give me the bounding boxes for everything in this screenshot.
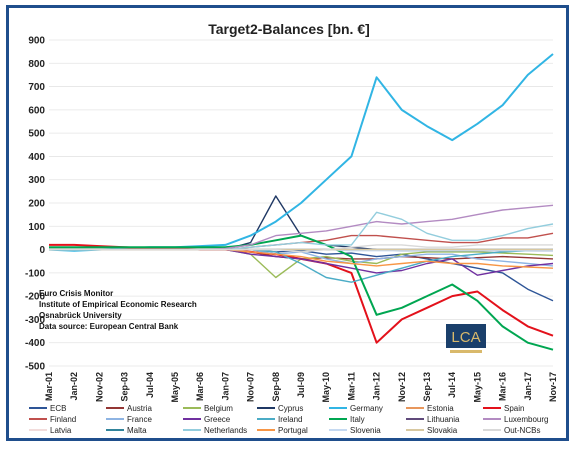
series-line-netherlands bbox=[49, 211, 554, 251]
x-tick-label: Jul-14 bbox=[447, 372, 457, 398]
chart-svg: Target2-Balances [bn. €] 900 800 700 600 500… bbox=[25, 21, 558, 435]
x-tick-label: Mar-06 bbox=[195, 372, 205, 401]
x-tick-label: Jan-17 bbox=[523, 372, 533, 401]
x-tick-label: Jan-02 bbox=[69, 372, 79, 401]
y-tick-label: -200 bbox=[25, 292, 45, 303]
legend-label: ECB bbox=[50, 404, 66, 413]
x-tick-labels: Mar-01 Jan-02 Nov-02 Sep-03 Jul-04 May-05 Mar-… bbox=[44, 372, 558, 403]
logo-bar bbox=[450, 350, 482, 353]
annotation-line: Institute of Empirical Economic Research bbox=[39, 300, 197, 309]
x-tick-label: Mar-16 bbox=[498, 372, 508, 401]
series-line-greece bbox=[49, 248, 554, 276]
source-annotation: Euro Crisis Monitor Institute of Empiric… bbox=[39, 289, 197, 331]
x-tick-label: Sep-08 bbox=[271, 372, 281, 402]
legend-label: Belgium bbox=[204, 404, 233, 413]
legend-label: Cyprus bbox=[278, 404, 303, 413]
legend-label: Malta bbox=[127, 426, 147, 435]
x-tick-label: Nov-17 bbox=[548, 372, 558, 402]
annotation-line: Euro Crisis Monitor bbox=[39, 289, 113, 298]
legend-label: Austria bbox=[127, 404, 152, 413]
series-line-out-ncbs bbox=[49, 244, 553, 253]
y-tick-label: -100 bbox=[25, 268, 45, 279]
x-tick-label: May-10 bbox=[321, 372, 331, 403]
y-tick-label: 700 bbox=[28, 82, 45, 93]
legend-label: Estonia bbox=[427, 404, 454, 413]
x-tick-label: Jan-12 bbox=[372, 372, 382, 401]
series-line-italy bbox=[49, 234, 554, 351]
x-tick-label: May-15 bbox=[472, 372, 482, 403]
legend-label: Italy bbox=[350, 415, 365, 424]
series-lines bbox=[48, 53, 554, 351]
logo-text: LCA bbox=[451, 329, 480, 346]
y-tick-label: 600 bbox=[28, 105, 45, 116]
y-tick-label: -400 bbox=[25, 338, 45, 349]
annotation-line: Data source: European Central Bank bbox=[39, 322, 179, 331]
x-tick-label: Nov-02 bbox=[94, 372, 104, 402]
series-line-germany bbox=[48, 53, 554, 252]
legend-label: Out-NCBs bbox=[504, 426, 540, 435]
y-tick-label: 100 bbox=[28, 222, 45, 233]
legend-label: Lithuania bbox=[427, 415, 460, 424]
logo-box bbox=[446, 324, 486, 348]
y-tick-label: 400 bbox=[28, 152, 45, 163]
x-tick-label: Jan-07 bbox=[220, 372, 230, 401]
x-tick-label: Sep-13 bbox=[422, 372, 432, 402]
legend-label: Spain bbox=[504, 404, 524, 413]
y-tick-label: 800 bbox=[28, 59, 45, 70]
legend-label: Greece bbox=[204, 415, 231, 424]
y-tick-labels: 900 800 700 600 500 400 300 200 100 0 -100 -200 -300… bbox=[25, 36, 45, 373]
y-tick-label: -500 bbox=[25, 362, 45, 373]
legend-label: France bbox=[127, 415, 152, 424]
y-tick-label: -300 bbox=[25, 315, 45, 326]
series-line-ireland bbox=[49, 248, 554, 283]
x-tick-label: Mar-01 bbox=[44, 372, 54, 401]
x-tick-label: Sep-03 bbox=[120, 372, 130, 402]
legend: ECB Austria Belgium Cyprus Germany Estonia Spa… bbox=[29, 404, 548, 435]
x-tick-label: Nov-07 bbox=[246, 372, 256, 402]
annotation-line: Osnabrück University bbox=[39, 311, 122, 320]
legend-label: Latvia bbox=[50, 426, 72, 435]
y-tick-label: 300 bbox=[28, 175, 45, 186]
legend-label: Ireland bbox=[278, 415, 302, 424]
legend-label: Slovakia bbox=[427, 426, 458, 435]
legend-label: Luxembourg bbox=[504, 415, 548, 424]
legend-label: Finland bbox=[50, 415, 76, 424]
x-tick-label: May-05 bbox=[170, 372, 180, 403]
x-tick-label: Mar-11 bbox=[346, 372, 356, 401]
y-tick-label: 0 bbox=[39, 245, 45, 256]
x-tick-label: Jul-09 bbox=[296, 372, 306, 398]
x-tick-label: Jul-04 bbox=[145, 372, 155, 398]
x-tick-label: Nov-12 bbox=[397, 372, 407, 402]
legend-label: Netherlands bbox=[204, 426, 247, 435]
legend-label: Slovenia bbox=[350, 426, 381, 435]
y-tick-label: 500 bbox=[28, 129, 45, 140]
legend-label: Germany bbox=[350, 404, 383, 413]
chart-frame: Target2-Balances [bn. €] 900 800 700 600 500… bbox=[6, 5, 569, 441]
y-tick-label: 200 bbox=[28, 199, 45, 210]
legend-label: Portugal bbox=[278, 426, 308, 435]
lca-logo: LCA bbox=[446, 324, 486, 353]
y-tick-label: 900 bbox=[28, 36, 45, 47]
chart-title: Target2-Balances [bn. €] bbox=[208, 21, 370, 37]
